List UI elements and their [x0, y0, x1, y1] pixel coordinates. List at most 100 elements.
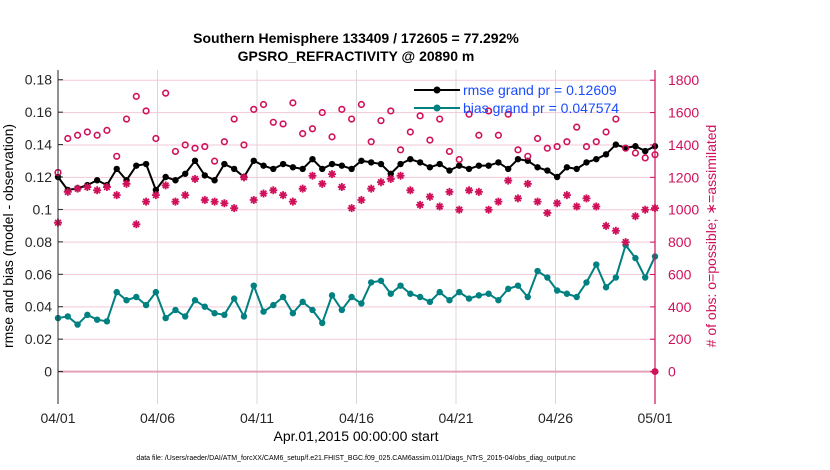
assimilated-point [533, 197, 542, 206]
possible-point [504, 110, 512, 118]
assimilated-point [200, 196, 209, 205]
assimilated-point [562, 191, 571, 200]
bias-point [446, 297, 453, 304]
chart-title: Southern Hemisphere 133409 / 172605 = 77… [193, 30, 519, 46]
possible-point [396, 146, 405, 154]
assimilated-point [259, 189, 268, 198]
bias-point [358, 300, 365, 307]
assimilated-point [318, 179, 327, 188]
assimilated-point [230, 204, 239, 213]
assimilated-point [239, 173, 248, 182]
rmse-point [553, 173, 561, 181]
possible-point [103, 126, 111, 134]
bias-point [632, 254, 639, 262]
possible-point [455, 155, 463, 164]
possible-point [338, 105, 346, 113]
bias-point [485, 290, 492, 297]
assimilated-point [425, 192, 434, 201]
possible-point [181, 141, 189, 149]
rmse-point [407, 155, 414, 163]
grid [57, 70, 656, 404]
bias-point [319, 319, 326, 327]
assimilated-point [93, 186, 102, 195]
rmse-point [544, 167, 551, 174]
y-right-tick-label: 1200 [668, 169, 699, 185]
rmse-point [338, 162, 346, 169]
assimilated-point [83, 183, 92, 192]
legend: rmse grand pr = 0.12609 bias grand pr = … [414, 82, 619, 116]
bias-point [201, 303, 209, 310]
assimilated-point [367, 184, 376, 193]
possible-point [563, 138, 571, 146]
assimilated-point [455, 205, 464, 214]
assimilated-point [191, 174, 200, 183]
rmse-point [563, 164, 571, 171]
possible-point [582, 142, 591, 151]
rmse-point [485, 162, 492, 169]
possible-point [259, 100, 268, 109]
possible-point [475, 131, 483, 139]
assimilated-point [112, 191, 121, 200]
possible-point [631, 149, 640, 157]
bias-point [338, 306, 346, 314]
possible-point [553, 142, 561, 151]
rmse-point [172, 177, 179, 184]
y-tick-label: 0 [44, 364, 52, 380]
possible-point [64, 134, 72, 143]
bias-point [514, 282, 522, 289]
bias-point [504, 285, 512, 293]
bias-point [230, 295, 238, 302]
bias-point [113, 288, 120, 296]
assimilated-point [298, 184, 307, 193]
possible-point [543, 144, 551, 152]
possible-point [220, 138, 228, 146]
y-right-tick-label: 400 [668, 299, 692, 315]
rmse-point [328, 160, 336, 168]
bias-point [328, 292, 336, 299]
rmse-point [602, 151, 610, 158]
rmse-point [642, 147, 649, 155]
bias-point [495, 297, 502, 304]
y-right-tick-label: 800 [668, 234, 692, 250]
assimilated-point [406, 186, 415, 195]
rmse-point [456, 162, 463, 169]
bias-point [612, 274, 620, 281]
assimilated-point [621, 238, 630, 247]
assimilated-point [513, 194, 522, 203]
bias-point [103, 318, 111, 325]
possible-point [122, 115, 131, 123]
possible-point [524, 152, 532, 160]
rmse-point [583, 159, 590, 166]
bias-point [544, 274, 551, 281]
possible-point [240, 141, 248, 149]
rmse-point [436, 160, 443, 168]
bias-point [133, 293, 140, 301]
rmse-point [416, 159, 424, 166]
rmse-point [348, 165, 355, 173]
possible-point [514, 146, 522, 154]
rmse-point [573, 165, 580, 173]
assimilated-point [416, 200, 425, 209]
assimilated-point [465, 186, 474, 195]
possible-point [308, 125, 317, 133]
bias-point [211, 310, 218, 317]
possible-point [230, 115, 238, 123]
y-tick-label: 0.04 [25, 299, 52, 315]
possible-point [602, 128, 610, 136]
assimilated-point [611, 226, 620, 235]
possible-point [416, 112, 424, 120]
bias-point [93, 316, 101, 323]
rmse-point [260, 162, 267, 169]
assimilated-point [523, 179, 532, 188]
bias-point [270, 301, 277, 309]
possible-point [152, 134, 160, 143]
possible-point [494, 131, 503, 139]
x-axis-label: Apr.01,2015 00:00:00 start [273, 428, 438, 444]
assimilated-point [279, 191, 288, 200]
bias-point [289, 310, 297, 317]
possible-point [592, 138, 600, 146]
y-tick-label: 0.1 [33, 201, 53, 217]
assimilated-point [494, 197, 503, 206]
rmse-point [358, 157, 365, 164]
possible-point [269, 118, 277, 126]
